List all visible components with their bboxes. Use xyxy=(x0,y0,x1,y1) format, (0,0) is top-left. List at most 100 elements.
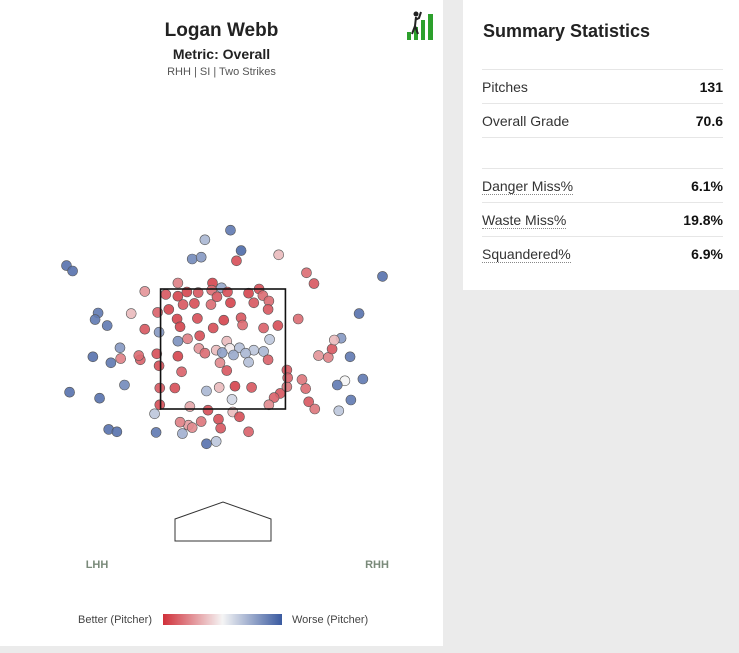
pitch-point[interactable] xyxy=(105,357,117,369)
pitch-point[interactable] xyxy=(125,308,137,319)
pitch-point[interactable] xyxy=(133,350,145,361)
metric-label-tooltip[interactable]: Waste Miss% xyxy=(482,211,567,229)
pitch-point[interactable] xyxy=(333,405,345,417)
pitch-point[interactable] xyxy=(326,343,338,355)
pitch-point[interactable] xyxy=(258,346,269,357)
pitch-point[interactable] xyxy=(225,224,236,236)
pitch-point[interactable] xyxy=(301,267,312,279)
pitch-point[interactable] xyxy=(234,411,245,423)
pitch-point[interactable] xyxy=(296,374,308,385)
pitch-point[interactable] xyxy=(177,299,189,310)
pitch-point[interactable] xyxy=(184,401,196,412)
pitch-point[interactable] xyxy=(192,313,203,324)
pitch-point[interactable] xyxy=(225,297,236,309)
pitch-point[interactable] xyxy=(177,428,188,439)
pitch-point[interactable] xyxy=(150,427,162,438)
pitch-point[interactable] xyxy=(151,348,163,360)
pitch-point[interactable] xyxy=(172,290,184,302)
pitch-point[interactable] xyxy=(246,382,257,393)
pitch-point[interactable] xyxy=(313,350,324,361)
pitch-point[interactable] xyxy=(258,322,269,334)
pitch-point[interactable] xyxy=(228,349,239,361)
pitch-point[interactable] xyxy=(292,313,304,325)
pitch-point[interactable] xyxy=(201,438,212,450)
pitch-point[interactable] xyxy=(153,360,165,372)
pitch-point[interactable] xyxy=(114,342,126,354)
pitch-point[interactable] xyxy=(264,334,275,345)
pitch-point[interactable] xyxy=(139,286,151,297)
pitch-point[interactable] xyxy=(221,365,233,376)
pitch-point[interactable] xyxy=(201,385,212,397)
pitch-point[interactable] xyxy=(207,322,219,334)
pitch-point[interactable] xyxy=(139,323,151,335)
pitch-point[interactable] xyxy=(331,379,343,391)
pitch-point[interactable] xyxy=(87,351,99,363)
pitch-point[interactable] xyxy=(199,347,211,359)
pitch-point[interactable] xyxy=(216,347,228,358)
pitch-point[interactable] xyxy=(213,382,225,393)
pitch-point[interactable] xyxy=(119,379,130,391)
pitch-point[interactable] xyxy=(328,334,340,346)
pitch-point[interactable] xyxy=(309,403,321,415)
pitch-point[interactable] xyxy=(192,287,204,298)
pitch-point[interactable] xyxy=(182,333,193,345)
pitch-point[interactable] xyxy=(189,298,200,309)
pitch-point[interactable] xyxy=(243,356,254,368)
pitch-point[interactable] xyxy=(186,253,198,265)
pitch-point[interactable] xyxy=(89,314,101,325)
pitch-point[interactable] xyxy=(262,354,274,366)
pitch-point[interactable] xyxy=(303,396,315,408)
pitch-point[interactable] xyxy=(282,372,294,384)
pitch-point[interactable] xyxy=(111,426,123,438)
pitch-point[interactable] xyxy=(213,413,224,425)
pitch-point[interactable] xyxy=(377,271,388,282)
pitch-point[interactable] xyxy=(149,408,160,420)
pitch-point[interactable] xyxy=(345,394,357,406)
pitch-point[interactable] xyxy=(344,351,356,363)
pitch-point[interactable] xyxy=(64,386,75,398)
pitch-point[interactable] xyxy=(163,304,175,315)
pitch-point[interactable] xyxy=(353,308,365,319)
pitch-point[interactable] xyxy=(262,304,274,315)
pitch-point[interactable] xyxy=(273,249,285,261)
metric-label-tooltip[interactable]: Squandered% xyxy=(482,245,571,263)
pitch-point[interactable] xyxy=(240,347,251,359)
pitch-point[interactable] xyxy=(226,394,238,405)
pitch-point[interactable] xyxy=(211,291,223,303)
metric-label-tooltip[interactable]: Danger Miss% xyxy=(482,177,574,195)
pitch-point[interactable] xyxy=(186,422,198,433)
pitch-point[interactable] xyxy=(235,245,247,256)
pitch-point[interactable] xyxy=(272,320,284,331)
pitch-point[interactable] xyxy=(67,265,78,277)
pitch-point[interactable] xyxy=(231,255,242,267)
pitch-point[interactable] xyxy=(218,314,230,326)
pitch-point[interactable] xyxy=(268,392,280,403)
pitch-point[interactable] xyxy=(174,321,186,333)
pitch-point[interactable] xyxy=(195,416,207,427)
pitch-point[interactable] xyxy=(172,335,184,347)
pitch-point[interactable] xyxy=(172,350,184,362)
pitch-point[interactable] xyxy=(281,381,293,393)
pitch-point[interactable] xyxy=(243,426,254,438)
pitch-point[interactable] xyxy=(94,392,105,404)
pitch-point[interactable] xyxy=(308,278,320,289)
pitch-point[interactable] xyxy=(115,353,126,364)
pitch-point[interactable] xyxy=(205,299,217,310)
pitch-point[interactable] xyxy=(202,404,214,416)
pitch-point[interactable] xyxy=(101,320,113,331)
pitch-point[interactable] xyxy=(176,366,187,378)
pitch-point[interactable] xyxy=(210,436,222,447)
pitch-point[interactable] xyxy=(174,416,186,428)
pitch-point[interactable] xyxy=(357,373,369,385)
pitch-point[interactable] xyxy=(199,234,211,246)
pitch-point[interactable] xyxy=(160,289,172,300)
pitch-point[interactable] xyxy=(195,251,207,263)
pitch-point[interactable] xyxy=(214,357,226,369)
pitch-point[interactable] xyxy=(215,422,226,434)
pitch-point[interactable] xyxy=(169,382,181,394)
pitch-point[interactable] xyxy=(229,380,241,392)
pitch-point[interactable] xyxy=(153,326,165,338)
pitch-point[interactable] xyxy=(172,277,184,289)
pitch-point[interactable] xyxy=(237,319,248,331)
pitch-point[interactable] xyxy=(194,330,205,342)
